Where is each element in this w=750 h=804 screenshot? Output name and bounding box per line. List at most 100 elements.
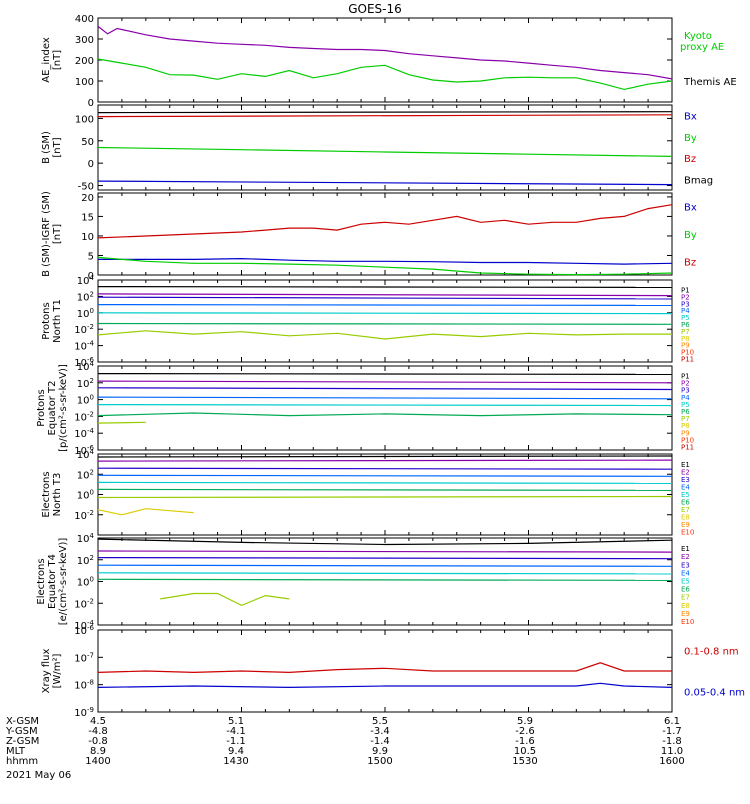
y-tick-label: 104 (77, 448, 95, 461)
y-tick-label: 10-4 (74, 619, 94, 632)
legend-item-pt1: P5 (681, 314, 690, 322)
legend-item-et4: E6 (681, 586, 690, 594)
y-axis-label: North T1 (52, 299, 63, 343)
y-tick-label: 10 (81, 232, 94, 243)
y-tick-label: 10-6 (74, 624, 94, 637)
y-tick-label: 100 (77, 489, 94, 502)
legend-item-pt2: P10 (681, 436, 694, 444)
legend-item-pt2: P5 (681, 401, 690, 409)
y-axis-label: Electrons (36, 558, 47, 604)
legend-item-et4: E1 (681, 545, 690, 553)
legend-item-et4: E8 (681, 602, 690, 610)
footer-value: -3.4 (370, 726, 390, 737)
legend-item-bigrf: Bz (684, 257, 696, 268)
y-axis-label: [nT] (52, 50, 63, 70)
series-line-ae-themis-ae (97, 25, 673, 80)
y-tick-label: 10-4 (74, 340, 94, 353)
series-line-pt2-p7 (97, 421, 146, 424)
legend-item-bigrf: Bx (684, 203, 697, 214)
y-tick-label: 104 (77, 360, 95, 373)
footer-value: -0.8 (88, 736, 108, 747)
series-line-et3-e1 (97, 455, 673, 458)
y-axis-label: Protons (41, 302, 52, 339)
series-line-pt2-p4 (97, 396, 673, 400)
footer-value: -1.6 (515, 736, 535, 747)
series-line-pt2-p2 (97, 380, 673, 384)
y-axis-label: [nT] (52, 137, 63, 157)
legend-item-pt2: P8 (681, 422, 690, 430)
series-line-bigrf-bz (97, 204, 673, 239)
legend-item-et3: E6 (681, 498, 690, 506)
panel-frame-ae (97, 17, 673, 103)
legend-item-ae: Themis AE (683, 77, 737, 88)
chart-title: GOES-16 (348, 2, 402, 16)
series-line-et4-e5 (97, 572, 673, 575)
footer-value: -2.6 (515, 726, 535, 737)
footer-value: 5.1 (228, 716, 244, 727)
series-line-pt1-p5 (97, 312, 673, 315)
footer-value: 4.5 (90, 716, 106, 727)
series-line-pt1-p3 (97, 296, 673, 300)
footer-value: -1.8 (662, 736, 682, 747)
y-tick-label: 50 (81, 137, 94, 148)
footer-value: 9.4 (228, 746, 244, 757)
footer-value: 10.5 (514, 746, 536, 757)
series-line-et3-e4 (97, 474, 673, 477)
legend-item-pt1: P1 (681, 286, 690, 294)
y-tick-label: 400 (75, 14, 94, 25)
footer-date: 2021 May 06 (6, 770, 71, 781)
footer-value: 8.9 (90, 746, 106, 757)
y-tick-label: 102 (77, 377, 94, 390)
legend-item-bigrf: By (684, 230, 697, 241)
legend-item-pt1: P11 (681, 356, 694, 364)
series-line-pt1-p2 (97, 293, 673, 297)
legend-item-et3: E3 (681, 476, 690, 484)
y-tick-label: 100 (77, 394, 94, 407)
legend-item-et4: E7 (681, 594, 690, 602)
series-line-pt2-p6 (97, 412, 673, 417)
series-line-et3-e6 (97, 488, 673, 491)
legend-item-pt2: P11 (681, 443, 694, 451)
legend-item-et3: E4 (681, 483, 690, 491)
y-tick-label: 100 (77, 307, 94, 320)
series-line-et4-e6 (97, 578, 673, 582)
y-tick-label: 102 (77, 554, 94, 567)
legend-item-pt1: P4 (681, 307, 690, 315)
legend-item-ae: Kyoto (684, 31, 712, 42)
legend-item-et3: E5 (681, 491, 690, 499)
legend-item-et3: E2 (681, 468, 690, 476)
y-axis-label: Equator T4 (47, 554, 58, 609)
legend-item-pt1: P9 (681, 342, 690, 350)
y-tick-label: -50 (78, 182, 94, 193)
legend-item-xray: 0.05-0.4 nm (684, 688, 745, 699)
series-line-et4-e2 (97, 550, 673, 553)
series-line-et4-e3 (97, 556, 673, 560)
footer-row-label: Z-GSM (6, 736, 39, 747)
y-axis-label: [nT] (52, 224, 63, 244)
y-tick-label: 10-7 (74, 651, 94, 664)
y-tick-label: 15 (81, 212, 94, 223)
legend-item-et4: E5 (681, 577, 690, 585)
panel-frame-et3 (97, 453, 673, 536)
y-tick-label: 10-2 (74, 410, 94, 423)
footer-value: -4.8 (88, 726, 108, 737)
y-tick-label: 10-2 (74, 323, 94, 336)
legend-item-bsm: Bx (684, 112, 697, 123)
series-line-bsm-bz (97, 114, 673, 118)
footer-row-label: Y-GSM (5, 726, 38, 737)
legend-item-pt1: P8 (681, 335, 690, 343)
series-line-et4-e1 (97, 538, 673, 546)
legend-item-pt2: P6 (681, 408, 690, 416)
legend-item-et4: E9 (681, 610, 690, 618)
series-line-pt1-p7 (97, 330, 672, 340)
y-tick-label: 104 (77, 274, 95, 287)
legend-item-et3: E9 (681, 521, 690, 529)
legend-item-bsm: Bmag (684, 175, 713, 186)
y-tick-label: 10-6 (74, 356, 94, 369)
y-tick-label: 0 (88, 271, 94, 282)
y-tick-label: 100 (75, 77, 94, 88)
footer-value: -1.4 (370, 736, 390, 747)
legend-item-pt1: P3 (681, 300, 690, 308)
legend-item-pt2: P9 (681, 429, 690, 437)
